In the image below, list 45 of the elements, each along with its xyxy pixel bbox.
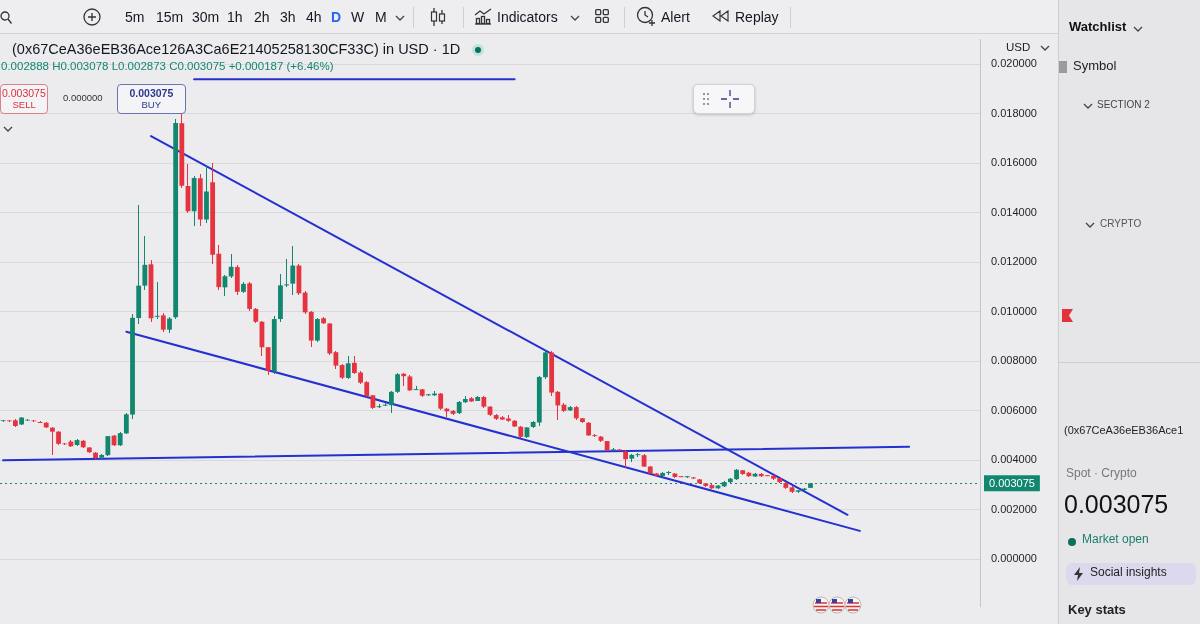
candlestick xyxy=(284,259,290,287)
candlestick xyxy=(154,282,160,319)
text: Watchlist xyxy=(1069,19,1127,35)
y-tick-label: 0.000000 xyxy=(991,552,1037,565)
y-tick-label: 0.012000 xyxy=(991,255,1037,268)
y-tick-label: 0.018000 xyxy=(991,106,1037,119)
text: Spot · Crypto xyxy=(1066,466,1137,481)
text: Indicators xyxy=(497,9,558,26)
text: (0x67CeA36eEB36Ace1 xyxy=(1064,424,1184,437)
y-tick-label: 0.014000 xyxy=(991,205,1037,218)
text: 5m xyxy=(125,9,145,26)
y-tick-label: 0.016000 xyxy=(991,156,1037,169)
text: Market open xyxy=(1082,532,1149,547)
chart-title: (0x67CeA36eEB36Ace126A3Ca6E21405258130CF33C) in USD · 1D xyxy=(12,41,461,58)
text: 3h xyxy=(280,9,296,26)
text: CRYPTO xyxy=(1100,218,1142,230)
text: 1h xyxy=(227,9,243,26)
y-tick-label: 0.020000 xyxy=(991,57,1037,70)
text: M xyxy=(375,9,387,26)
text: SECTION 2 xyxy=(1097,99,1150,111)
text: D xyxy=(331,9,342,26)
y-axis-title: USD xyxy=(1006,41,1031,55)
y-tick-label: 0.010000 xyxy=(991,304,1037,317)
text: 4h xyxy=(306,9,322,26)
text: Key stats xyxy=(1068,602,1126,618)
y-tick-label: 0.006000 xyxy=(991,403,1037,416)
text: 0.002888 H0.003078 L0.002873 C0.003075 +0.000187 (+6.46%) xyxy=(1,60,334,74)
text: 30m xyxy=(192,9,220,26)
text: Symbol xyxy=(1073,58,1117,74)
annotation: 0.003075 xyxy=(2,87,46,100)
y-tick-label: 0.004000 xyxy=(991,453,1037,466)
text: 0.003075 xyxy=(1064,490,1169,519)
y-tick-label: 0.008000 xyxy=(991,354,1037,367)
ref-line-label: 0.003075 xyxy=(989,476,1035,489)
text: 2h xyxy=(254,9,270,26)
text: Alert xyxy=(661,9,690,26)
y-tick-label: 0.002000 xyxy=(991,502,1037,515)
annotation: 0.000000 xyxy=(63,92,103,104)
text: W xyxy=(351,9,365,26)
annotation: SELL xyxy=(12,99,36,111)
annotation: BUY xyxy=(141,99,162,111)
text: 15m xyxy=(156,9,184,26)
text: Replay xyxy=(735,9,779,26)
annotation: 0.003075 xyxy=(129,87,174,100)
text: Social insights xyxy=(1090,565,1167,580)
